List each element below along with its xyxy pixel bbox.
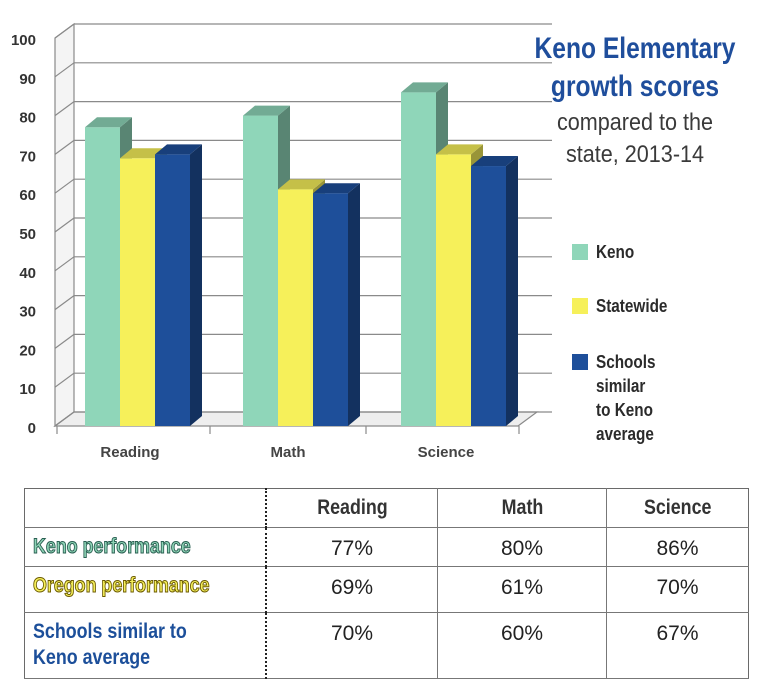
bar-front (401, 92, 436, 426)
legend-swatch-similar (572, 354, 588, 370)
bar-math-2 (313, 183, 360, 426)
grid-line (54, 23, 75, 39)
table-header-math: Math (437, 488, 607, 528)
bar-front (85, 127, 120, 427)
y-tick-label: 70 (19, 148, 36, 165)
bar-side (506, 156, 518, 427)
bar-science-2 (471, 156, 518, 427)
y-tick-label: 40 (19, 265, 36, 282)
legend-label-similar: Schools similar to Keno average (596, 352, 656, 444)
grid-line (54, 217, 75, 233)
y-tick-label: 60 (19, 187, 36, 204)
bar-top (85, 117, 132, 128)
legend-swatch-keno (572, 244, 588, 260)
y-tick-label: 10 (19, 381, 36, 398)
legend-label-keno: Keno (596, 242, 635, 262)
performance-table: Reading Math Science Keno performance 77… (24, 488, 749, 679)
table-row-label-keno: Keno performance (24, 527, 266, 567)
table-cell: 77% (265, 527, 438, 567)
subtitle-line-1: compared to the (556, 109, 714, 136)
title-line-1: Keno Elementary (534, 32, 736, 65)
x-tick-label: Science (418, 444, 475, 461)
legend-label-statewide: Statewide (596, 296, 668, 316)
y-axis-ticks: 0 10 20 30 40 50 60 70 80 90 100 (11, 32, 36, 437)
bar-front (313, 193, 348, 426)
bar-front (436, 154, 471, 426)
grid-line (54, 411, 75, 427)
bar-top (155, 144, 202, 155)
bar-side (190, 144, 202, 426)
legend-swatch-statewide (572, 298, 588, 314)
table-row-oregon: Oregon performance 69% 61% 70% (24, 566, 749, 613)
y-tick-label: 20 (19, 342, 36, 359)
bar-front (243, 115, 278, 426)
bar-reading-2 (155, 144, 202, 426)
grid-line (54, 333, 75, 349)
grid-line (54, 62, 75, 78)
bar-top (401, 82, 448, 93)
bar-top (471, 156, 518, 167)
table-row-similar: Schools similar to Keno average 70% 60% … (24, 612, 749, 679)
table-row-label-similar: Schools similar to Keno average (24, 612, 266, 679)
bar-side (348, 183, 360, 426)
bar-front (155, 154, 190, 426)
grid-line (54, 295, 75, 311)
bar-front (471, 166, 506, 427)
bar-front (278, 189, 313, 426)
y-tick-label: 80 (19, 110, 36, 127)
table-cell: 69% (265, 566, 438, 613)
bar-top (278, 179, 325, 190)
bar-top (243, 105, 290, 116)
table-cell: 86% (606, 527, 749, 567)
table-header-reading: Reading (265, 488, 438, 528)
grid-line (54, 256, 75, 272)
y-tick-label: 100 (11, 32, 36, 49)
bar-top (436, 144, 483, 155)
title-line-2: growth scores (550, 70, 720, 103)
table-cell: 61% (437, 566, 607, 613)
chart-bars (85, 82, 518, 427)
table-header-empty (24, 488, 266, 528)
table-cell: 67% (606, 612, 749, 679)
bar-top (313, 183, 360, 194)
bar-front (120, 158, 155, 426)
x-tick-label: Reading (100, 444, 159, 461)
x-axis-ticks: Reading Math Science (56, 426, 520, 461)
table-cell: 70% (606, 566, 749, 613)
table-cell: 60% (437, 612, 607, 679)
subtitle-line-2: state, 2013-14 (565, 141, 705, 168)
table-row-label-oregon: Oregon performance (24, 566, 266, 613)
grid-line (54, 139, 75, 155)
grid-line (54, 372, 75, 388)
table-cell: 70% (265, 612, 438, 679)
grid-line (54, 101, 75, 117)
table-header-row: Reading Math Science (24, 488, 749, 528)
bar-chart: 0 10 20 30 40 50 60 70 80 90 100 Reading Math Scienc… (11, 22, 552, 461)
chart-title: Keno Elementary growth scores compared t… (510, 30, 760, 170)
table-cell: 80% (437, 527, 607, 567)
table-header-science: Science (606, 488, 749, 528)
grid-line (54, 178, 75, 194)
x-tick-label: Math (271, 444, 306, 461)
y-tick-label: 30 (19, 304, 36, 321)
y-tick-label: 0 (28, 420, 36, 437)
table-row-keno: Keno performance 77% 80% 86% (24, 527, 749, 567)
y-tick-label: 90 (19, 71, 36, 88)
y-tick-label: 50 (19, 226, 36, 243)
